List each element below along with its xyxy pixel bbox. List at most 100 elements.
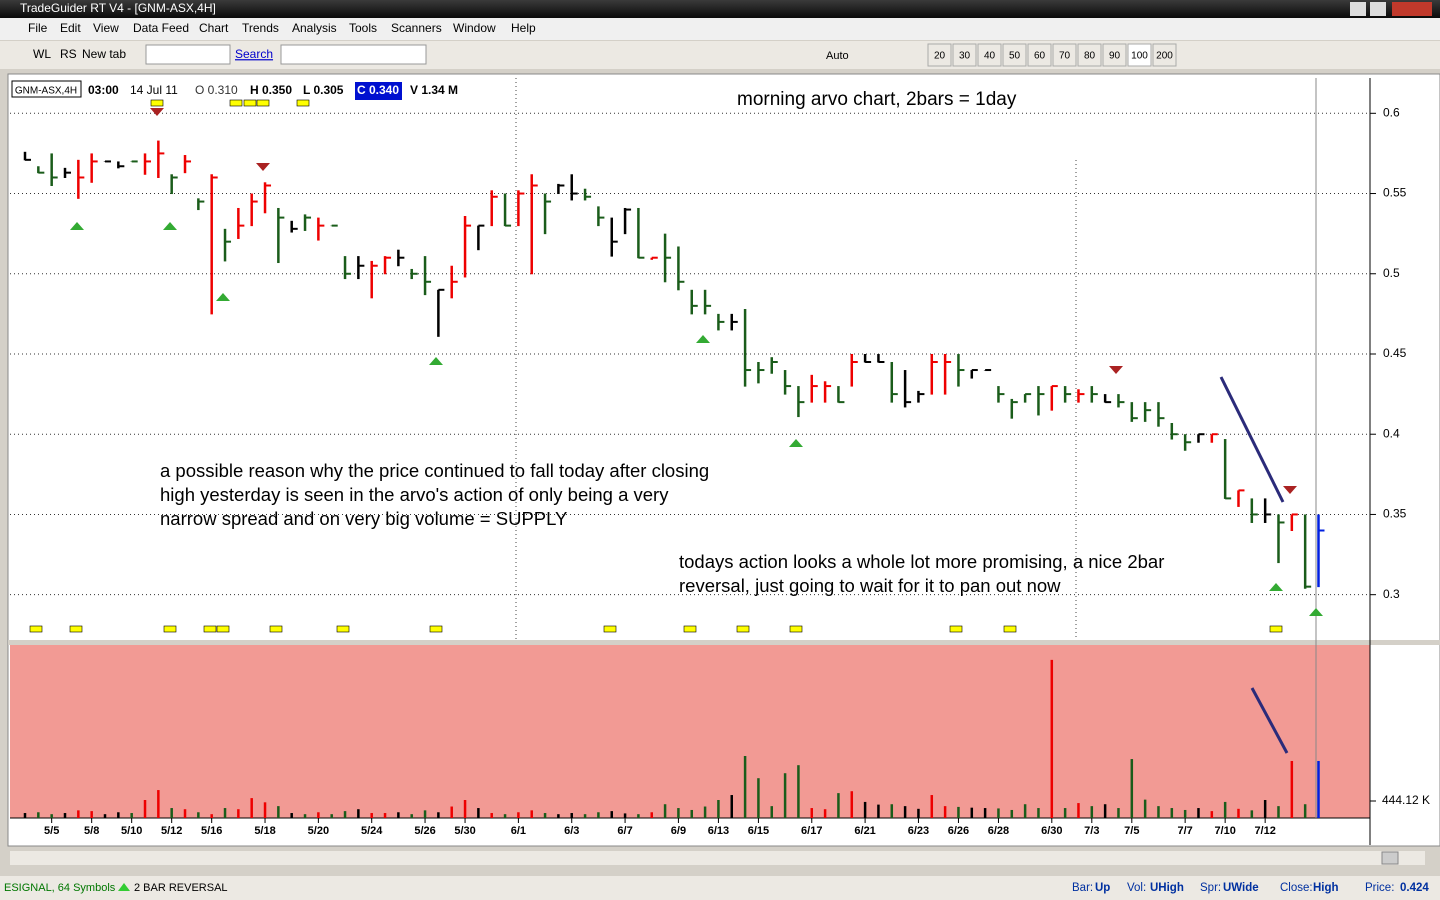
signal-up <box>216 293 230 301</box>
status-value: UHigh <box>1150 882 1184 894</box>
zoom-button[interactable]: 40 <box>984 51 996 62</box>
volume-panel <box>10 645 1370 818</box>
x-tick-label: 7/10 <box>1214 825 1235 837</box>
x-tick-label: 5/10 <box>121 825 142 837</box>
trend-drawing <box>1250 687 1289 754</box>
status-value: UWide <box>1223 882 1259 894</box>
annotation: narrow spread and on very big volume = S… <box>160 508 567 529</box>
menu-item[interactable]: Trends <box>242 21 279 35</box>
zoom-button[interactable]: 90 <box>1109 51 1121 62</box>
title-bar <box>0 0 1440 18</box>
maximize-button[interactable] <box>1370 2 1386 16</box>
event-flag <box>163 625 177 633</box>
menu-item[interactable]: Help <box>511 21 536 35</box>
event-flag <box>1003 625 1017 633</box>
annotation: high yesterday is seen in the arvo's act… <box>160 484 669 505</box>
x-tick-label: 6/26 <box>948 825 969 837</box>
search-link[interactable]: Search <box>235 47 273 61</box>
x-tick-label: 5/5 <box>44 825 59 837</box>
toolbar-button[interactable]: New tab <box>82 47 126 61</box>
x-tick-label: 5/26 <box>414 825 435 837</box>
x-tick-label: 6/1 <box>511 825 526 837</box>
zoom-button-bg <box>1027 43 1052 67</box>
zoom-button[interactable]: 80 <box>1084 51 1096 62</box>
event-flag <box>216 625 230 633</box>
header-time: 03:00 <box>88 83 119 97</box>
zoom-button[interactable]: 30 <box>959 51 971 62</box>
trend-drawing <box>1219 376 1285 503</box>
menu-item[interactable]: Chart <box>199 21 229 35</box>
menu-item[interactable]: View <box>93 21 119 35</box>
auto-button[interactable]: Auto <box>826 50 849 62</box>
close-highlight <box>355 82 402 100</box>
scrollbar[interactable] <box>10 851 1425 865</box>
event-flag <box>229 99 243 107</box>
x-tick-label: 6/23 <box>908 825 929 837</box>
zoom-button[interactable]: 70 <box>1059 51 1071 62</box>
zoom-button-bg <box>1152 43 1177 67</box>
menu-bar <box>0 18 1440 40</box>
minimize-button[interactable] <box>1350 2 1366 16</box>
zoom-button[interactable]: 20 <box>934 51 946 62</box>
x-tick-label: 7/5 <box>1124 825 1139 837</box>
header-date: 14 Jul 11 <box>130 83 178 97</box>
y-tick-label: 0.3 <box>1383 587 1400 601</box>
zoom-button-bg <box>1002 43 1027 67</box>
zoom-button[interactable]: 50 <box>1009 51 1021 62</box>
event-flag <box>789 625 803 633</box>
y-tick-label: 0.45 <box>1383 346 1407 360</box>
zoom-button-bg <box>1102 43 1127 67</box>
zoom-button[interactable]: 100 <box>1131 51 1148 62</box>
header-volume-label: V 1.34 M <box>410 83 458 97</box>
zoom-button-bg <box>977 43 1002 67</box>
menu-item[interactable]: Window <box>453 21 496 35</box>
chart-title: morning arvo chart, 2bars = 1day <box>737 89 1017 110</box>
signal-down <box>150 108 164 116</box>
y-tick-label: 0.55 <box>1383 186 1407 200</box>
zoom-button[interactable]: 60 <box>1034 51 1046 62</box>
close-button[interactable] <box>1392 2 1432 16</box>
zoom-button-bg <box>1077 43 1102 67</box>
event-flag <box>203 625 217 633</box>
menu-item[interactable]: Data Feed <box>133 21 189 35</box>
x-tick-label: 5/12 <box>161 825 182 837</box>
status-value: 0.424 <box>1400 882 1429 894</box>
x-tick-label: 5/18 <box>254 825 275 837</box>
x-tick-label: 5/24 <box>361 825 383 837</box>
scroll-thumb[interactable] <box>1381 851 1399 865</box>
toolbar-button[interactable]: WL <box>33 47 51 61</box>
signal-up <box>696 335 710 343</box>
panel-splitter <box>8 640 1440 645</box>
status-bar <box>0 876 1440 900</box>
symbol-box <box>11 80 82 98</box>
search-combo[interactable] <box>280 44 427 65</box>
tab-input[interactable] <box>145 44 231 65</box>
zoom-button[interactable]: 200 <box>1156 51 1173 62</box>
status-value: High <box>1313 882 1339 894</box>
x-tick-label: 6/28 <box>988 825 1009 837</box>
signal-down <box>256 163 270 171</box>
menu-item[interactable]: Edit <box>60 21 81 35</box>
event-flag <box>336 625 350 633</box>
header-close-label: C 0.340 <box>357 83 399 97</box>
x-tick-label: 6/3 <box>564 825 579 837</box>
status-feed: ESIGNAL, 64 Symbols <box>4 882 116 894</box>
status-signal: 2 BAR REVERSAL <box>134 882 228 894</box>
volume-marker-label: 444.12 K <box>1382 793 1430 807</box>
menu-item[interactable]: Analysis <box>292 21 337 35</box>
y-tick-label: 0.5 <box>1383 266 1400 280</box>
status-label: Price: <box>1365 882 1394 894</box>
toolbar-button[interactable]: RS <box>60 47 77 61</box>
event-flag <box>269 625 283 633</box>
x-tick-label: 7/3 <box>1084 825 1099 837</box>
menu-item[interactable]: Scanners <box>391 21 442 35</box>
annotation: todays action looks a whole lot more pro… <box>679 551 1164 572</box>
menu-item[interactable]: File <box>28 21 48 35</box>
menu-item[interactable]: Tools <box>349 21 377 35</box>
y-tick-label: 0.35 <box>1383 507 1407 521</box>
signal-up <box>70 222 84 230</box>
x-tick-label: 6/15 <box>748 825 769 837</box>
signal-icon <box>118 883 130 891</box>
